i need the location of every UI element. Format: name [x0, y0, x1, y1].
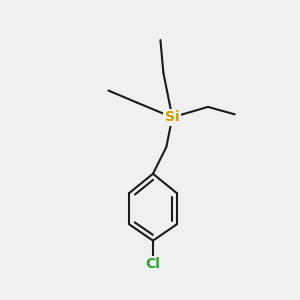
Text: Cl: Cl: [146, 257, 160, 272]
Text: Si: Si: [165, 110, 180, 124]
